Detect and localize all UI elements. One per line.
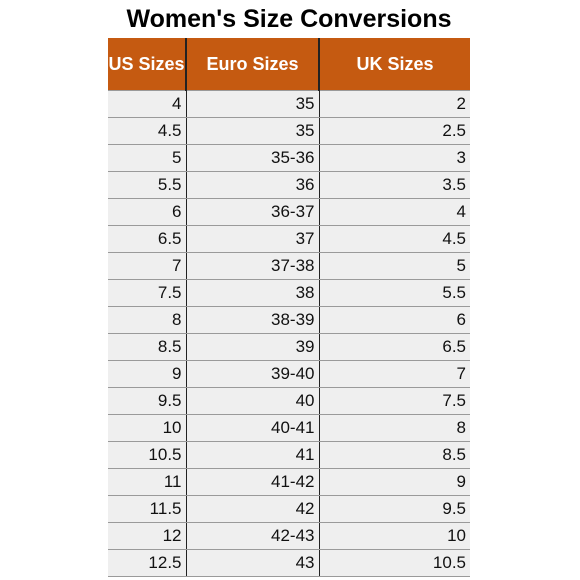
us-size-cell: 4.5 [108,117,187,145]
us-size-cell: 11 [108,468,187,496]
page-title: Women's Size Conversions [126,4,452,33]
euro-size-cell: 41 [185,441,320,469]
uk-size-cell: 8.5 [318,441,470,469]
euro-size-cell: 36-37 [185,198,320,226]
uk-size-cell: 5.5 [318,279,470,307]
euro-size-cell: 38 [185,279,320,307]
table-row: 11 41-42 9 [108,468,470,496]
us-size-cell: 6.5 [108,225,187,253]
header-us-sizes: US Sizes [108,38,187,91]
us-size-cell: 9 [108,360,187,388]
table-header: US Sizes Euro Sizes UK Sizes [108,38,470,91]
header-row: US Sizes Euro Sizes UK Sizes [108,38,470,91]
us-size-cell: 7 [108,252,187,280]
table-row: 9.5 40 7.5 [108,387,470,415]
header-uk-sizes: UK Sizes [318,38,470,91]
us-size-cell: 4 [108,90,187,118]
table-row: 8.5 39 6.5 [108,333,470,361]
table-row: 9 39-40 7 [108,360,470,388]
us-size-cell: 12.5 [108,549,187,577]
euro-size-cell: 37 [185,225,320,253]
uk-size-cell: 2 [318,90,470,118]
euro-size-cell: 40 [185,387,320,415]
us-size-cell: 9.5 [108,387,187,415]
euro-size-cell: 43 [185,549,320,577]
euro-size-cell: 39-40 [185,360,320,388]
uk-size-cell: 9 [318,468,470,496]
us-size-cell: 6 [108,198,187,226]
euro-size-cell: 35 [185,117,320,145]
euro-size-cell: 37-38 [185,252,320,280]
uk-size-cell: 3 [318,144,470,172]
uk-size-cell: 10.5 [318,549,470,577]
euro-size-cell: 41-42 [185,468,320,496]
uk-size-cell: 6 [318,306,470,334]
uk-size-cell: 8 [318,414,470,442]
table-row: 12 42-43 10 [108,522,470,550]
uk-size-cell: 7.5 [318,387,470,415]
us-size-cell: 8 [108,306,187,334]
uk-size-cell: 4 [318,198,470,226]
table-row: 7.5 38 5.5 [108,279,470,307]
table-row: 7 37-38 5 [108,252,470,280]
us-size-cell: 5.5 [108,171,187,199]
us-size-cell: 12 [108,522,187,550]
uk-size-cell: 3.5 [318,171,470,199]
table-row: 6 36-37 4 [108,198,470,226]
us-size-cell: 8.5 [108,333,187,361]
uk-size-cell: 9.5 [318,495,470,523]
uk-size-cell: 6.5 [318,333,470,361]
euro-size-cell: 40-41 [185,414,320,442]
uk-size-cell: 10 [318,522,470,550]
euro-size-cell: 42 [185,495,320,523]
euro-size-cell: 42-43 [185,522,320,550]
table-row: 8 38-39 6 [108,306,470,334]
table-row: 4.5 35 2.5 [108,117,470,145]
header-euro-sizes: Euro Sizes [185,38,320,91]
us-size-cell: 5 [108,144,187,172]
us-size-cell: 11.5 [108,495,187,523]
uk-size-cell: 4.5 [318,225,470,253]
us-size-cell: 7.5 [108,279,187,307]
table-row: 4 35 2 [108,90,470,118]
table-row: 11.5 42 9.5 [108,495,470,523]
table-row: 10.5 41 8.5 [108,441,470,469]
size-conversion-table: US Sizes Euro Sizes UK Sizes 4 35 2 4.5 35 2.… [108,38,470,577]
uk-size-cell: 7 [318,360,470,388]
euro-size-cell: 35-36 [185,144,320,172]
table-row: 6.5 37 4.5 [108,225,470,253]
us-size-cell: 10 [108,414,187,442]
table-row: 10 40-41 8 [108,414,470,442]
table-body: 4 35 2 4.5 35 2.5 5 35-36 3 5.5 36 3.5 6 36-37 4 6.5 37 4… [108,90,470,577]
euro-size-cell: 36 [185,171,320,199]
table-row: 12.5 43 10.5 [108,549,470,577]
table-row: 5.5 36 3.5 [108,171,470,199]
euro-size-cell: 39 [185,333,320,361]
uk-size-cell: 2.5 [318,117,470,145]
euro-size-cell: 38-39 [185,306,320,334]
us-size-cell: 10.5 [108,441,187,469]
uk-size-cell: 5 [318,252,470,280]
euro-size-cell: 35 [185,90,320,118]
table-row: 5 35-36 3 [108,144,470,172]
